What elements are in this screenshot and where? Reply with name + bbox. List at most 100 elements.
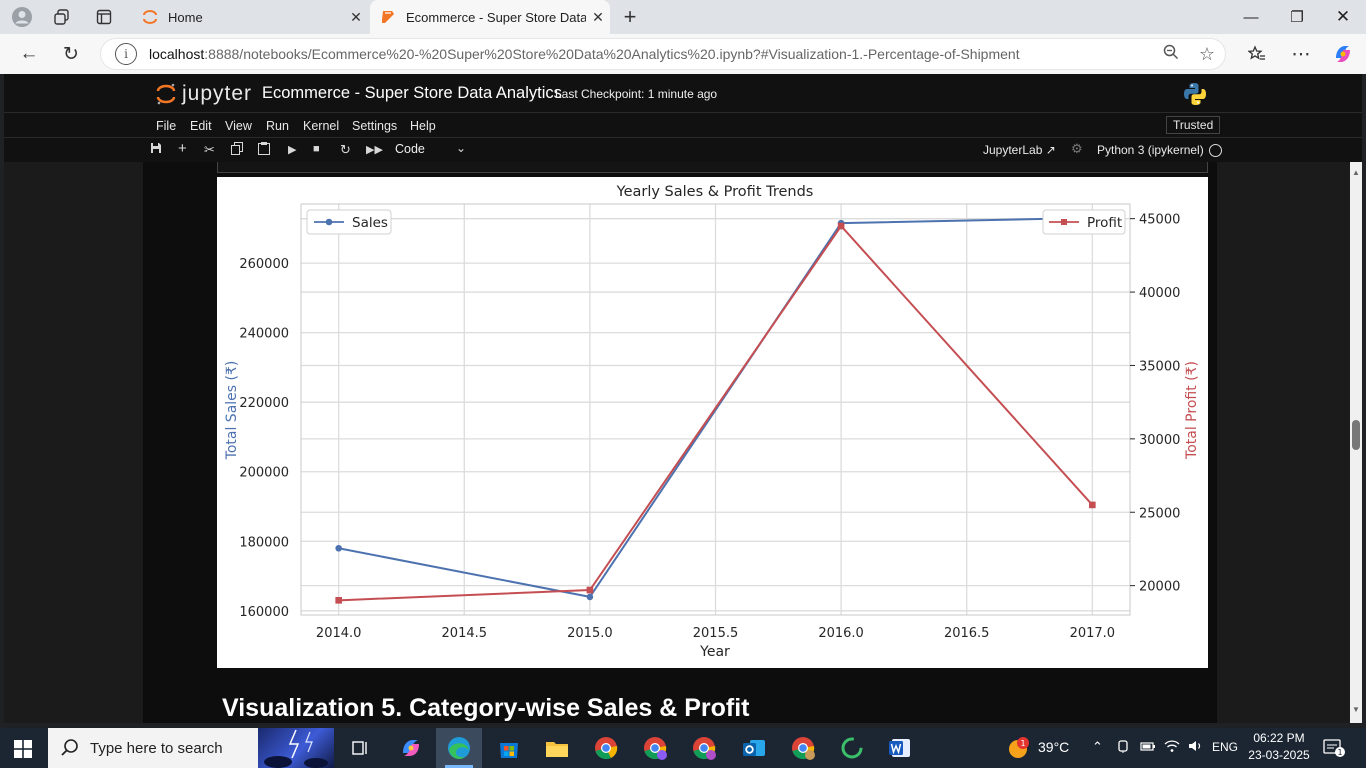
run-icon[interactable]: ▶	[288, 144, 297, 156]
add-cell-icon[interactable]: +	[178, 140, 187, 157]
legend-profit-label: Profit	[1087, 215, 1122, 231]
jupyter-favicon-icon	[143, 10, 157, 24]
paste-icon[interactable]	[258, 142, 270, 158]
taskbar-search[interactable]: Type here to search	[48, 728, 334, 768]
copilot-icon[interactable]	[1328, 40, 1358, 68]
left-y-tick-label: 180000	[239, 535, 289, 550]
close-tab-icon[interactable]: ✕	[592, 8, 604, 25]
kernel-status-icon	[1209, 144, 1222, 157]
restore-icon[interactable]: ❐	[1290, 9, 1304, 26]
url-field[interactable]: i localhost:8888/notebooks/Ecommerce%20-…	[100, 38, 1226, 70]
minimize-icon[interactable]: —	[1243, 8, 1259, 26]
x-axis-label: Year	[699, 644, 730, 660]
trusted-badge[interactable]: Trusted	[1166, 116, 1221, 134]
legend-profit-marker	[1061, 219, 1067, 225]
fast-forward-icon[interactable]: ▶▶	[366, 144, 383, 156]
favorites-icon[interactable]	[1242, 40, 1272, 68]
sales-point	[586, 593, 594, 601]
loading-app-icon[interactable]	[838, 734, 866, 762]
section-heading: Visualization 5. Category-wise Sales & P…	[222, 694, 750, 722]
windows-taskbar: Type here to search 1 39°C ⌃	[0, 728, 1366, 768]
copilot-taskbar-icon[interactable]	[397, 734, 425, 762]
jupyter-logo-icon	[156, 83, 176, 105]
chart-svg: 2014.0 2014.5 2015.0 2015.5 2016.0 2016.5 2017…	[224, 184, 1200, 660]
x-tick-label: 2014.5	[442, 626, 488, 641]
file-explorer-icon[interactable]	[543, 734, 571, 762]
weather-icon[interactable]: 1	[1006, 735, 1032, 764]
clock[interactable]: 06:22 PM 23-03-2025	[1246, 730, 1312, 764]
workspaces-icon[interactable]	[48, 5, 76, 29]
new-tab-button[interactable]: +	[623, 4, 637, 29]
profile-icon[interactable]	[8, 5, 36, 29]
refresh-icon[interactable]: ↻	[63, 43, 79, 65]
save-icon[interactable]	[150, 142, 162, 157]
notebook-title[interactable]: Ecommerce - Super Store Data Analytics	[262, 84, 562, 102]
scroll-up-icon[interactable]: ▲	[1352, 168, 1360, 177]
temperature[interactable]: 39°C	[1038, 739, 1070, 755]
menu-kernel[interactable]: Kernel	[303, 119, 340, 133]
chrome-icon[interactable]	[592, 734, 620, 762]
notification-icon[interactable]: 1	[1322, 737, 1346, 762]
x-tick-label: 2016.5	[944, 626, 990, 641]
legend-sales: Sales	[306, 209, 392, 235]
word-icon[interactable]	[886, 734, 914, 762]
profit-point	[837, 222, 845, 230]
tab-actions-icon[interactable]	[90, 5, 118, 29]
x-tick-label: 2015.0	[567, 626, 613, 641]
chrome-profile-j-icon[interactable]	[690, 734, 718, 762]
favorite-star-icon[interactable]: ☆	[1198, 43, 1216, 64]
left-y-axis-label: Total Sales (₹)	[224, 361, 240, 461]
jupyterlab-link[interactable]: JupyterLab ↗	[983, 143, 1056, 157]
close-tab-icon[interactable]: ✕	[350, 8, 362, 25]
jupyter-header: jupyter Ecommerce - Super Store Data Ana…	[4, 74, 1362, 162]
zoom-icon[interactable]	[1153, 44, 1189, 65]
left-y-tick-label: 260000	[239, 257, 289, 272]
notebook-favicon-icon	[382, 11, 394, 23]
menu-settings[interactable]: Settings	[352, 119, 398, 133]
store-taskbar-icon[interactable]	[495, 734, 523, 762]
scroll-down-icon[interactable]: ▼	[1352, 705, 1360, 714]
scrollbar-thumb[interactable]	[1352, 420, 1360, 450]
checkpoint-status: Last Checkpoint: 1 minute ago	[555, 87, 718, 101]
cell-type-select[interactable]: Code	[395, 142, 425, 156]
chrome-profile-icon[interactable]	[789, 734, 817, 762]
menu-edit[interactable]: Edit	[190, 119, 212, 133]
stop-icon[interactable]: ■	[313, 143, 320, 155]
tab-home[interactable]: Home ✕	[132, 0, 368, 34]
outlook-icon[interactable]	[740, 734, 768, 762]
windows-start-icon[interactable]	[14, 740, 32, 763]
restart-icon[interactable]: ↻	[340, 142, 351, 157]
x-tick-label: 2014.0	[316, 626, 362, 641]
menu-view[interactable]: View	[225, 119, 252, 133]
tab-ecommerce[interactable]: Ecommerce - Super Store Data Ar ✕	[370, 0, 610, 34]
task-view-icon[interactable]	[346, 734, 374, 762]
copy-icon[interactable]	[231, 142, 243, 158]
close-window-icon[interactable]: ✕	[1335, 7, 1351, 26]
language-indicator[interactable]: ENG	[1212, 740, 1239, 754]
back-icon[interactable]: ←	[19, 43, 39, 64]
kernel-name[interactable]: Python 3 (ipykernel)	[1097, 143, 1204, 157]
more-options-icon[interactable]: ⋯	[1291, 43, 1311, 65]
volume-icon[interactable]	[1188, 739, 1204, 756]
chevron-down-icon[interactable]: ⌄	[456, 141, 467, 155]
gear-icon[interactable]: ⚙	[1071, 141, 1083, 156]
chevron-up-icon[interactable]: ⌃	[1092, 739, 1103, 754]
meet-now-icon[interactable]	[1116, 739, 1130, 756]
menu-run[interactable]: Run	[266, 119, 289, 133]
battery-icon[interactable]	[1140, 739, 1156, 756]
previous-code-cell[interactable]	[217, 162, 1208, 173]
menu-file[interactable]: File	[156, 119, 177, 133]
jupyter-logo[interactable]: jupyter	[156, 82, 252, 106]
right-y-tick-label: 25000	[1139, 506, 1180, 521]
edge-taskbar-icon[interactable]	[436, 728, 482, 768]
menu-help[interactable]: Help	[410, 119, 436, 133]
right-y-tick-label: 35000	[1139, 359, 1180, 374]
right-y-tick-label: 30000	[1139, 433, 1180, 448]
wifi-icon[interactable]	[1164, 739, 1180, 756]
page-scrollbar[interactable]: ▲ ▼	[1350, 162, 1362, 723]
notebook-toolbar: + ✂ ▶ ■ ↻ ▶▶ Code ⌄ JupyterLab ↗ ⚙ Pytho…	[4, 137, 1362, 162]
url-text[interactable]: localhost:8888/notebooks/Ecommerce%20-%2…	[149, 46, 1020, 62]
site-info-icon[interactable]: i	[115, 43, 137, 65]
chrome-profile-s-icon[interactable]	[641, 734, 669, 762]
cut-icon[interactable]: ✂	[204, 142, 215, 157]
